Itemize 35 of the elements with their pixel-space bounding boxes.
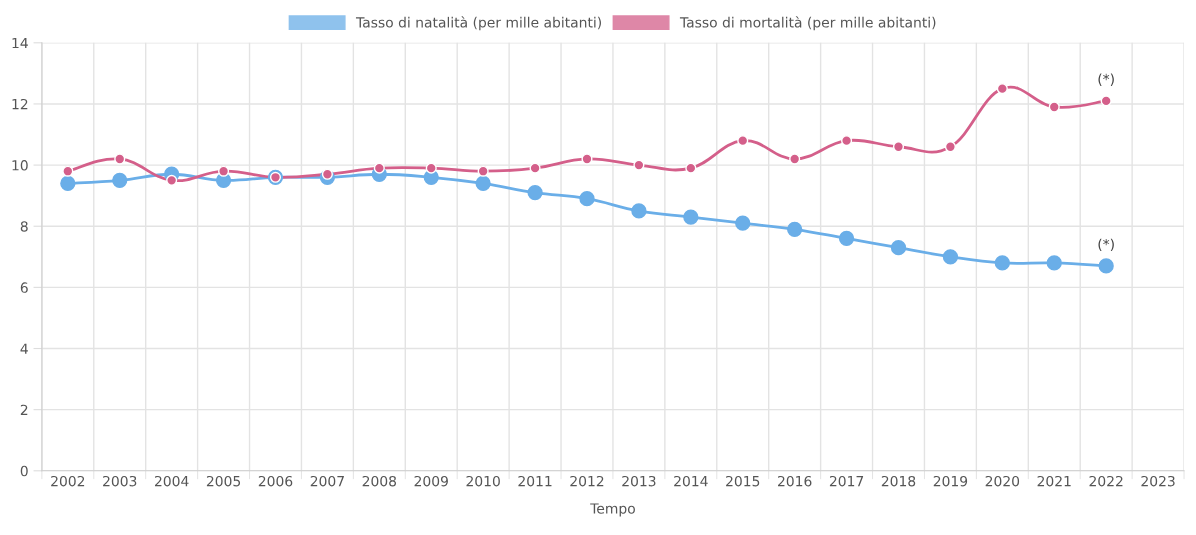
y-tick-label: 8 — [20, 221, 28, 232]
x-tick-label: 2002 — [51, 475, 85, 487]
annotation: (*) — [1098, 238, 1114, 252]
x-tick-label: 2004 — [155, 475, 189, 487]
x-tick-label: 2007 — [310, 475, 344, 487]
y-tick-label: 6 — [20, 282, 28, 293]
x-tick-label: 2012 — [570, 475, 604, 487]
y-tick-label: 4 — [20, 343, 28, 354]
legend-label: Tasso di natalità (per mille abitanti) — [355, 16, 601, 31]
x-tick-label: 2006 — [258, 475, 293, 487]
x-tick-label: 2005 — [206, 475, 241, 487]
x-tick-label: 2021 — [1037, 475, 1071, 487]
x-tick-label: 2016 — [778, 475, 812, 487]
x-tick-label: 2013 — [622, 475, 656, 487]
y-tick-label: 2 — [20, 404, 28, 415]
annotation: (*) — [1098, 73, 1114, 86]
x-tick-label: 2018 — [881, 475, 916, 487]
x-tick-label: 2009 — [414, 475, 448, 487]
x-tick-label: 2010 — [466, 475, 500, 487]
x-tick-label: 2011 — [518, 475, 552, 487]
x-tick-label: 2015 — [726, 475, 760, 487]
x-tick-label: 2019 — [933, 475, 968, 487]
x-tick-label: 2023 — [1141, 475, 1175, 487]
x-tick-label: 2017 — [829, 475, 864, 487]
y-tick-label: 0 — [20, 465, 28, 477]
y-tick-label: 12 — [12, 98, 28, 110]
x-tick-label: 2003 — [103, 475, 137, 487]
legend-label: Tasso di mortalità (per mille abitanti) — [679, 16, 936, 31]
y-tick-label: 10 — [12, 160, 28, 171]
x-tick-label: 2020 — [985, 475, 1020, 487]
x-tick-label: 2014 — [674, 475, 708, 487]
y-tick-label: 14 — [12, 37, 28, 49]
x-axis-title: Tempo — [590, 503, 635, 517]
x-tick-label: 2022 — [1089, 475, 1123, 487]
x-tick-label: 2008 — [362, 475, 397, 487]
